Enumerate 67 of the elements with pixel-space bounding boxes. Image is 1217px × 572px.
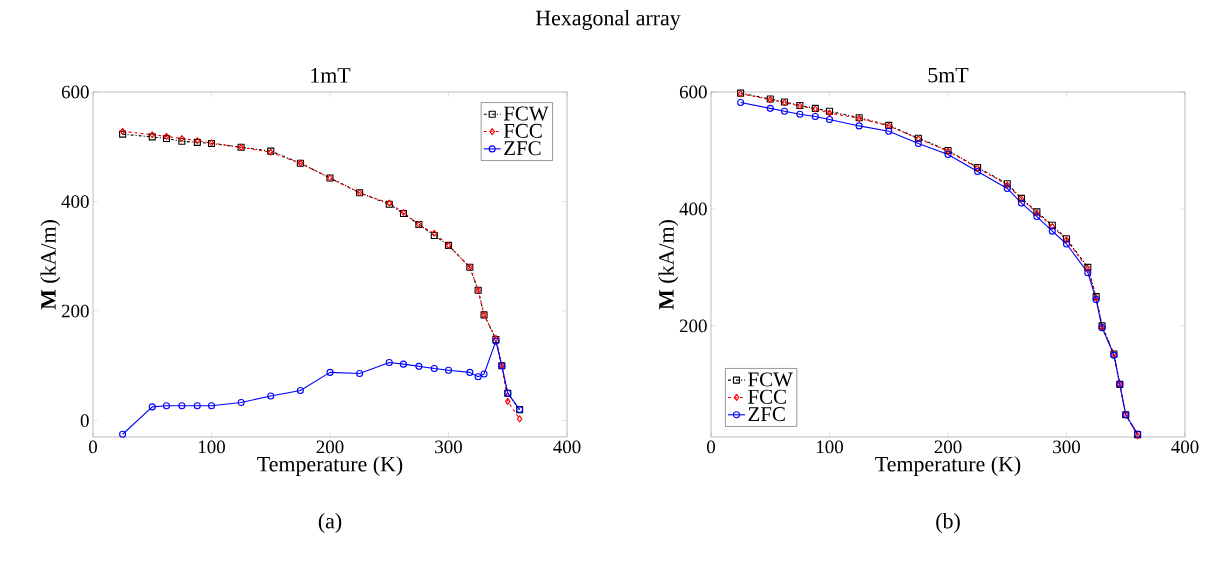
x-tick-label: 200: [316, 440, 344, 454]
point: [356, 369, 364, 378]
legend-label: FCC: [503, 123, 542, 138]
legend-label: FCW: [748, 372, 793, 387]
chart-title: 5mT: [928, 67, 969, 83]
x-axis-title: Temperature (K): [257, 456, 403, 477]
y-tick-label: 600: [679, 85, 707, 99]
point: [1033, 213, 1041, 221]
x-tick-label: 300: [435, 440, 462, 454]
point: [885, 127, 893, 135]
legend-label: ZFC: [748, 407, 785, 422]
point: [474, 373, 482, 381]
point: [162, 402, 171, 410]
y-axis-title: M (kA/m): [658, 220, 679, 310]
y-tick-label: 0: [80, 414, 89, 427]
point: [516, 415, 523, 423]
point: [466, 368, 474, 376]
point: [267, 392, 275, 400]
point: [399, 360, 408, 368]
y-tick-label: 400: [679, 202, 707, 216]
point: [914, 139, 922, 148]
point: [444, 366, 453, 374]
point: [825, 115, 834, 124]
point: [944, 151, 952, 159]
legend-label: FCW: [503, 106, 549, 121]
y-axis-title: M (kA/m): [40, 220, 61, 310]
point: [296, 386, 304, 394]
point: [504, 397, 511, 405]
point: [796, 110, 804, 118]
y-tick-label: 200: [61, 304, 89, 318]
x-tick-label: 0: [707, 440, 716, 454]
point: [480, 370, 488, 378]
point: [1062, 240, 1071, 248]
point: [430, 365, 438, 373]
x-tick-label: 100: [816, 440, 843, 454]
text: Hexagonal array: [535, 10, 681, 30]
y-tick-label: 600: [61, 85, 89, 99]
x-tick-label: 400: [553, 440, 581, 454]
chart-title: 1mT: [311, 68, 351, 83]
legend-label: ZFC: [504, 141, 541, 156]
x-tick-label: 300: [1053, 440, 1080, 454]
point: [811, 113, 819, 121]
point: [1048, 227, 1056, 235]
point: [974, 167, 982, 176]
point: [207, 402, 216, 410]
legend-label: FCC: [748, 389, 786, 404]
text: (a): [318, 513, 342, 533]
text: (b): [936, 513, 960, 533]
point: [326, 368, 334, 376]
x-axis-title: Temperature (K): [875, 456, 1021, 477]
point: [1017, 199, 1026, 207]
point: [1003, 184, 1011, 193]
point: [766, 104, 774, 112]
point: [780, 107, 789, 115]
point: [193, 402, 201, 410]
point: [148, 403, 156, 411]
x-tick-label: 400: [1171, 440, 1199, 454]
y-tick-label: 200: [679, 319, 707, 333]
point: [415, 362, 423, 370]
point: [237, 398, 245, 407]
x-tick-label: 200: [934, 440, 962, 454]
point: [855, 122, 863, 130]
x-tick-label: 100: [198, 440, 225, 454]
point: [1084, 269, 1092, 277]
point: [385, 358, 393, 367]
y-tick-label: 400: [61, 195, 89, 208]
point: [178, 402, 186, 410]
